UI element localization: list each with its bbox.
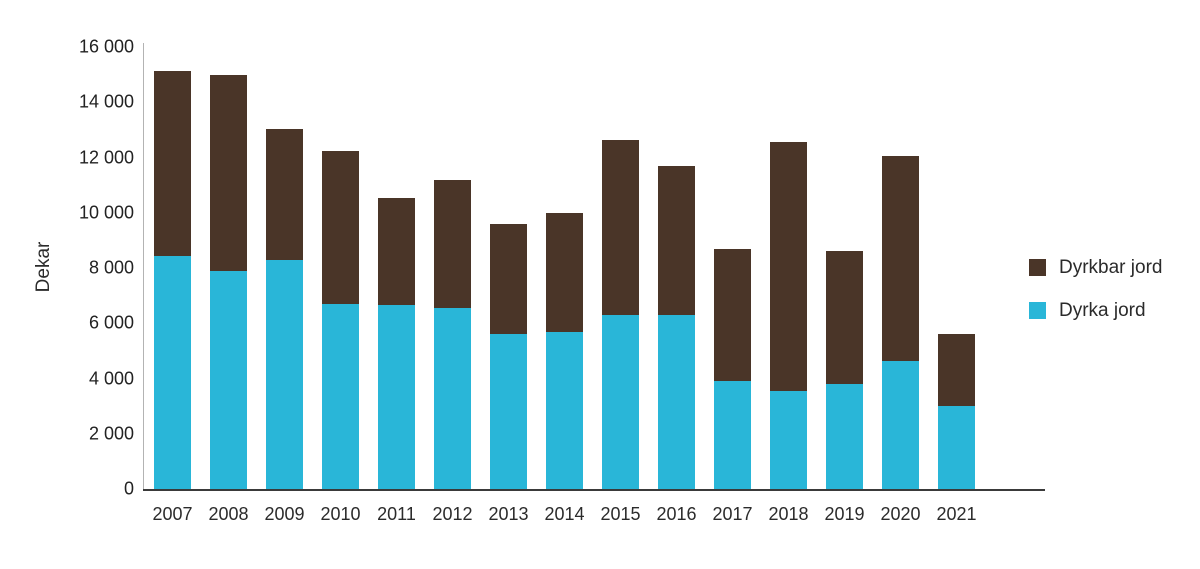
bar-segment bbox=[322, 150, 359, 304]
legend-label: Dyrka jord bbox=[1059, 299, 1146, 321]
bar-segment bbox=[266, 128, 303, 260]
x-tick-label: 2016 bbox=[656, 504, 697, 524]
x-tick-label: 2015 bbox=[600, 504, 641, 524]
legend: Dyrkbar jord Dyrka jord bbox=[1029, 256, 1163, 345]
bar-segment bbox=[154, 70, 191, 256]
bar-segment bbox=[490, 334, 527, 489]
bar-segment bbox=[602, 314, 639, 489]
x-tick-label: 2010 bbox=[320, 504, 361, 524]
y-axis-line bbox=[143, 43, 144, 489]
y-tick-label: 6 000 bbox=[88, 312, 134, 333]
y-tick-label: 16 000 bbox=[78, 36, 134, 57]
bar-segment bbox=[322, 303, 359, 489]
legend-item: Dyrka jord bbox=[1029, 299, 1162, 321]
y-tick-label: 4 000 bbox=[88, 368, 134, 388]
x-tick-label: 2020 bbox=[880, 504, 921, 524]
bar-segment bbox=[770, 390, 807, 489]
bar-segment bbox=[658, 314, 695, 489]
x-tick-label: 2007 bbox=[152, 504, 193, 524]
y-tick-label: 8 000 bbox=[88, 257, 134, 278]
x-tick-label: 2014 bbox=[544, 504, 585, 524]
bar-segment bbox=[938, 334, 975, 407]
legend-swatch bbox=[1029, 302, 1046, 319]
bar-segment bbox=[714, 248, 751, 382]
bar-segment bbox=[602, 139, 639, 315]
x-tick-label: 2011 bbox=[377, 504, 416, 524]
y-tick-label: 0 bbox=[123, 478, 134, 499]
bar-segment bbox=[938, 406, 975, 489]
bar-segment bbox=[658, 165, 695, 315]
x-tick-label: 2021 bbox=[936, 504, 977, 524]
bar-segment bbox=[266, 259, 303, 489]
bar-segment bbox=[826, 251, 863, 385]
x-tick-label: 2017 bbox=[712, 504, 753, 524]
x-tick-label: 2009 bbox=[264, 504, 305, 524]
y-tick-label: 14 000 bbox=[78, 91, 134, 112]
y-tick-label: 10 000 bbox=[78, 202, 134, 223]
bar-segment bbox=[826, 384, 863, 489]
bar-segment bbox=[210, 270, 247, 489]
bar-segment bbox=[714, 381, 751, 489]
bar-segment bbox=[154, 255, 191, 489]
legend-item: Dyrkbar jord bbox=[1029, 256, 1163, 278]
bar-segment bbox=[490, 223, 527, 335]
bar-segment bbox=[546, 331, 583, 489]
x-tick-label: 2008 bbox=[208, 504, 249, 524]
bar-segment bbox=[882, 156, 919, 361]
x-tick-label: 2013 bbox=[488, 504, 529, 524]
bar-segment bbox=[378, 197, 415, 306]
x-tick-label: 2012 bbox=[432, 504, 473, 524]
bar-segment bbox=[882, 360, 919, 489]
bar-segment bbox=[770, 142, 807, 391]
y-tick-label: 2 000 bbox=[88, 423, 134, 444]
bar-segment bbox=[546, 212, 583, 332]
legend-label: Dyrkbar jord bbox=[1059, 256, 1163, 278]
x-tick-label: 2019 bbox=[824, 504, 865, 524]
bar-segment bbox=[378, 305, 415, 489]
legend-swatch bbox=[1029, 259, 1046, 276]
x-tick-label: 2018 bbox=[768, 504, 809, 524]
bar-segment bbox=[434, 179, 471, 309]
bar-segment bbox=[434, 308, 471, 489]
plot-area bbox=[143, 47, 1045, 491]
y-tick-label: 12 000 bbox=[78, 147, 134, 167]
bar-segment bbox=[210, 74, 247, 271]
